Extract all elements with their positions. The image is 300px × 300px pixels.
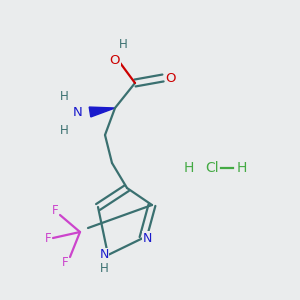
Polygon shape (89, 107, 115, 117)
Text: F: F (52, 203, 58, 217)
Text: O: O (166, 71, 176, 85)
Text: H: H (237, 161, 247, 175)
Text: N: N (99, 248, 109, 262)
Text: Cl: Cl (205, 161, 219, 175)
Text: H: H (118, 38, 127, 52)
Text: F: F (45, 232, 51, 244)
Text: H: H (60, 124, 68, 136)
Text: F: F (62, 256, 68, 268)
Text: H: H (100, 262, 108, 275)
Text: O: O (110, 55, 120, 68)
Text: N: N (73, 106, 83, 118)
Text: H: H (184, 161, 194, 175)
Text: H: H (60, 89, 68, 103)
Text: N: N (142, 232, 152, 244)
